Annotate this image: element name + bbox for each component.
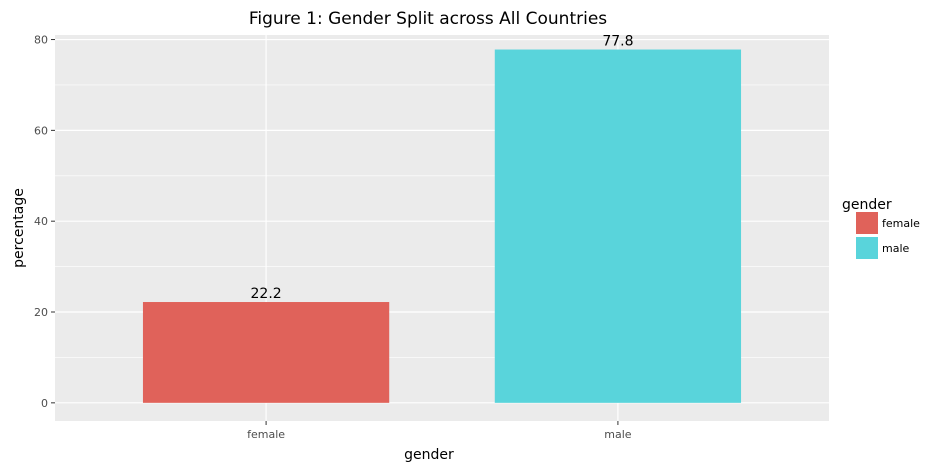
legend: gender female male (842, 197, 920, 259)
x-axis: female male (247, 421, 632, 441)
x-tick-label: male (604, 428, 632, 441)
bar-value-labels: 22.2 77.8 (251, 34, 634, 302)
bar-value-label: 22.2 (251, 286, 282, 302)
bar-female (142, 302, 390, 403)
y-tick-label: 40 (34, 215, 48, 228)
legend-label: female (882, 217, 920, 230)
y-axis: 0 20 40 60 80 (34, 34, 55, 410)
y-tick-label: 60 (34, 124, 48, 137)
y-axis-label: percentage (11, 188, 27, 268)
y-tick-label: 0 (41, 397, 48, 410)
legend-swatch-male (856, 237, 878, 259)
bar-value-label: 77.8 (602, 34, 633, 50)
chart-title: Figure 1: Gender Split across All Countr… (249, 9, 607, 29)
legend-title: gender (842, 197, 892, 213)
y-tick-label: 20 (34, 306, 48, 319)
x-axis-label: gender (404, 447, 454, 463)
legend-swatch-female (856, 212, 878, 234)
x-tick-label: female (247, 428, 285, 441)
bar-male (494, 49, 742, 403)
legend-label: male (882, 242, 910, 255)
bars (142, 49, 742, 403)
y-tick-label: 80 (34, 34, 48, 47)
